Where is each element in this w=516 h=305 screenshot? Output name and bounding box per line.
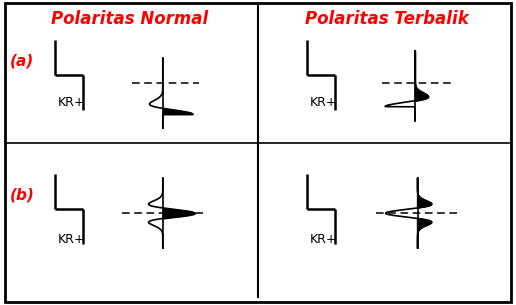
Text: KR+: KR+ bbox=[310, 96, 337, 109]
Text: Polaritas Normal: Polaritas Normal bbox=[51, 10, 208, 28]
Text: (b): (b) bbox=[10, 188, 35, 203]
Text: KR+: KR+ bbox=[310, 233, 337, 246]
Text: KR+: KR+ bbox=[57, 233, 85, 246]
Text: Polaritas Terbalik: Polaritas Terbalik bbox=[305, 10, 469, 28]
Text: (a): (a) bbox=[10, 54, 34, 69]
Text: KR+: KR+ bbox=[57, 96, 85, 109]
